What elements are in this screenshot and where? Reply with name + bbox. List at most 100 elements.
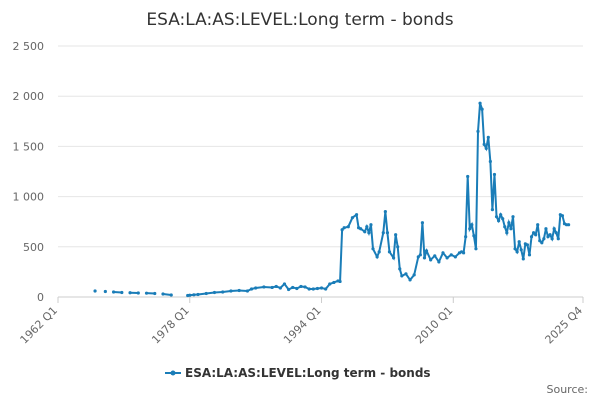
data-point — [391, 256, 396, 260]
data-point — [103, 289, 107, 294]
data-point — [513, 247, 517, 251]
y-tick-label: 1 500 — [13, 140, 45, 153]
data-point — [192, 293, 196, 297]
data-point — [153, 291, 157, 296]
data-point — [418, 253, 422, 257]
data-point — [383, 210, 387, 214]
data-point — [340, 228, 344, 232]
data-point — [499, 213, 503, 217]
data-point — [554, 231, 558, 235]
data-point — [319, 286, 324, 290]
data-point — [503, 225, 507, 229]
data-point — [534, 233, 538, 237]
x-tick-label: 1978 Q1 — [149, 304, 192, 347]
data-point — [299, 284, 303, 289]
data-point — [254, 286, 258, 290]
data-point — [468, 227, 472, 231]
data-point — [501, 217, 505, 221]
data-point — [550, 237, 554, 241]
data-point — [544, 227, 548, 231]
data-point — [527, 253, 532, 257]
data-point — [282, 282, 287, 286]
data-point — [350, 216, 355, 220]
x-tick-label: 2010 Q1 — [413, 304, 456, 347]
data-point — [515, 250, 519, 254]
data-point — [441, 251, 445, 255]
data-point — [111, 290, 116, 294]
data-point — [144, 291, 149, 295]
source: Source: — [547, 383, 589, 396]
data-point — [249, 287, 254, 291]
data-point — [377, 250, 381, 254]
data-point — [507, 221, 511, 225]
data-point — [511, 215, 515, 219]
data-point — [486, 135, 490, 139]
data-point — [484, 146, 488, 151]
data-point — [566, 223, 571, 227]
data-point — [517, 240, 521, 244]
data-point — [274, 284, 278, 289]
data-point — [128, 291, 132, 295]
data-point — [278, 286, 282, 290]
data-point — [429, 258, 433, 262]
data-point — [464, 235, 468, 239]
data-point — [359, 227, 363, 231]
data-point — [394, 233, 398, 237]
data-point — [449, 253, 453, 257]
data-point — [536, 223, 540, 227]
data-point — [262, 285, 266, 289]
data-point — [519, 248, 523, 252]
data-point — [529, 235, 534, 239]
data-point — [367, 231, 371, 235]
y-tick-label: 2 500 — [13, 40, 45, 53]
data-point — [494, 215, 499, 219]
data-point — [505, 231, 509, 235]
data-point — [420, 221, 425, 225]
data-point — [466, 174, 470, 179]
data-point — [472, 234, 476, 238]
y-tick-label: 0 — [37, 291, 44, 304]
legend-marker — [170, 370, 176, 376]
data-point — [311, 287, 315, 291]
data-point — [521, 257, 525, 261]
data-point — [324, 287, 328, 291]
data-point — [385, 231, 390, 235]
data-point — [548, 233, 552, 237]
data-point — [408, 278, 412, 282]
x-tick-label: 1994 Q1 — [281, 304, 324, 347]
data-point — [369, 223, 373, 227]
data-point — [332, 280, 336, 285]
data-point — [229, 289, 233, 293]
data-point — [161, 292, 165, 296]
data-point — [342, 226, 346, 230]
data-point — [136, 291, 140, 295]
data-point — [346, 225, 350, 229]
data-point — [445, 256, 449, 260]
data-point — [531, 231, 536, 235]
x-tick-label: 1962 Q1 — [18, 304, 61, 347]
data-point — [245, 289, 250, 293]
y-tick-label: 2 000 — [13, 90, 45, 103]
data-point — [424, 249, 429, 253]
data-point — [404, 272, 408, 276]
data-point — [538, 239, 542, 243]
data-point — [480, 107, 484, 111]
data-point — [437, 260, 441, 264]
data-point — [540, 241, 544, 245]
data-point — [552, 227, 556, 231]
data-point — [496, 219, 501, 223]
data-point — [221, 290, 225, 294]
data-point — [546, 235, 550, 239]
data-point — [412, 273, 416, 277]
data-point — [354, 213, 359, 217]
data-point — [365, 225, 369, 229]
data-point — [400, 274, 404, 278]
data-line — [113, 102, 569, 297]
legend-label: ESA:LA:AS:LEVEL:Long term - bonds — [185, 366, 431, 380]
data-point — [470, 223, 474, 227]
data-point — [212, 290, 217, 295]
data-point — [338, 279, 342, 284]
data-point — [453, 255, 457, 259]
data-point — [461, 251, 466, 255]
